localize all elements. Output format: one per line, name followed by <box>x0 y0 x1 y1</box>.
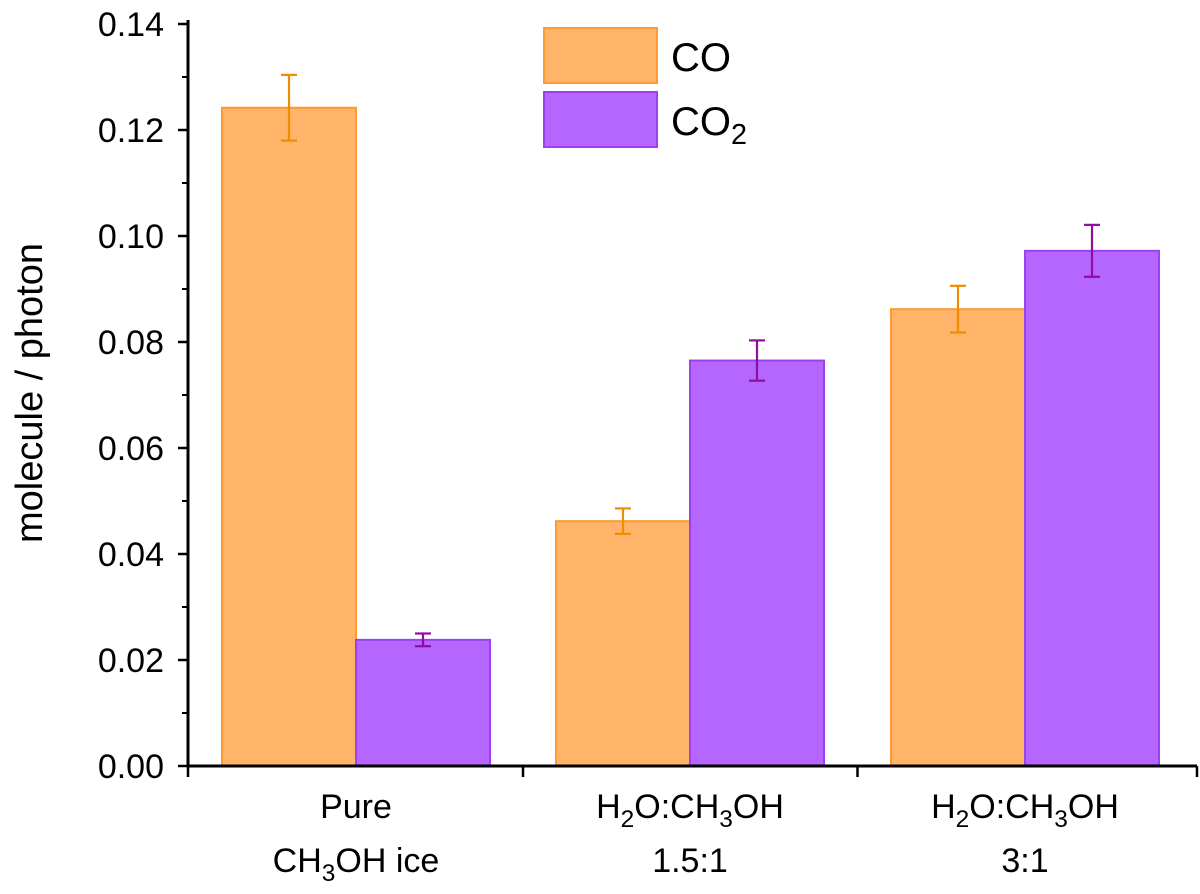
error-bar-co-3 <box>950 284 966 334</box>
legend-swatch-co2 <box>543 91 658 148</box>
x-category-label-3-segment: H <box>931 788 956 826</box>
x-category-label-3: 3:1 <box>1001 842 1048 880</box>
bar-co2-1 <box>355 638 491 767</box>
y-tick-label: 0.08 <box>98 324 164 362</box>
x-category-label-2-segment: 2 <box>621 806 635 833</box>
y-axis-label: molecule / photon <box>9 243 51 543</box>
error-bar-co2-3 <box>1084 223 1100 278</box>
legend-label-co2-segment: CO <box>671 100 731 144</box>
x-category-label-1-segment: OH ice <box>335 842 439 880</box>
x-category-label-1: Pure <box>320 788 392 826</box>
bar-co-2 <box>555 520 691 768</box>
bar-co2-3 <box>1024 249 1160 767</box>
y-tick-label: 0.12 <box>98 112 164 150</box>
x-category-label-1: CH3OH ice <box>273 842 440 887</box>
x-category-label-3-segment: OH <box>1068 788 1119 826</box>
x-category-label-2-segment: OH <box>733 788 784 826</box>
bar-co2-2 <box>689 359 825 767</box>
y-ticks-layer: 0.00 0.02 0.04 0.06 0.08 0.10 0.12 0.14 <box>98 6 188 786</box>
y-tick-label: 0.02 <box>98 642 164 680</box>
x-category-label-2: 1.5:1 <box>652 842 728 880</box>
x-category-label-2-segment: H <box>596 788 621 826</box>
legend-label-co2: CO2 <box>671 100 747 151</box>
error-bar-co-2 <box>615 507 631 535</box>
x-category-label-1-segment: CH <box>273 842 322 880</box>
legend-swatch-co <box>543 27 658 84</box>
error-bar-co2-2 <box>749 339 765 382</box>
x-category-label-2: H2O:CH3OH <box>596 788 784 833</box>
legend-label-co2-segment: 2 <box>731 119 747 151</box>
bars-layer <box>221 106 1160 768</box>
y-tick-label: 0.10 <box>98 218 164 256</box>
x-category-label-3-segment: 2 <box>956 806 970 833</box>
y-tick-label: 0.00 <box>98 748 164 786</box>
y-tick-label: 0.14 <box>98 6 164 44</box>
x-category-label-2-segment: O:CH <box>634 788 719 826</box>
x-category-label-3-segment: 3:1 <box>1001 842 1048 880</box>
bar-co-3 <box>890 308 1026 767</box>
error-bar-co-1 <box>281 73 297 142</box>
error-bars-layer <box>281 73 1100 648</box>
legend-label-co: CO <box>671 36 731 80</box>
x-category-label-3: H2O:CH3OH <box>931 788 1119 833</box>
x-category-label-1-segment: Pure <box>320 788 392 826</box>
x-category-label-3-segment: 3 <box>1054 806 1068 833</box>
legend-label-co-segment: CO <box>671 36 731 80</box>
y-tick-label: 0.04 <box>98 536 164 574</box>
x-category-label-2-segment: 3 <box>719 806 733 833</box>
x-category-label-2-segment: 1.5:1 <box>652 842 728 880</box>
axes-layer <box>186 20 1197 768</box>
error-bar-co2-1 <box>415 632 431 648</box>
x-category-label-3-segment: O:CH <box>969 788 1054 826</box>
y-tick-label: 0.06 <box>98 430 164 468</box>
x-category-label-1-segment: 3 <box>322 860 336 887</box>
bar-co-1 <box>221 106 357 768</box>
